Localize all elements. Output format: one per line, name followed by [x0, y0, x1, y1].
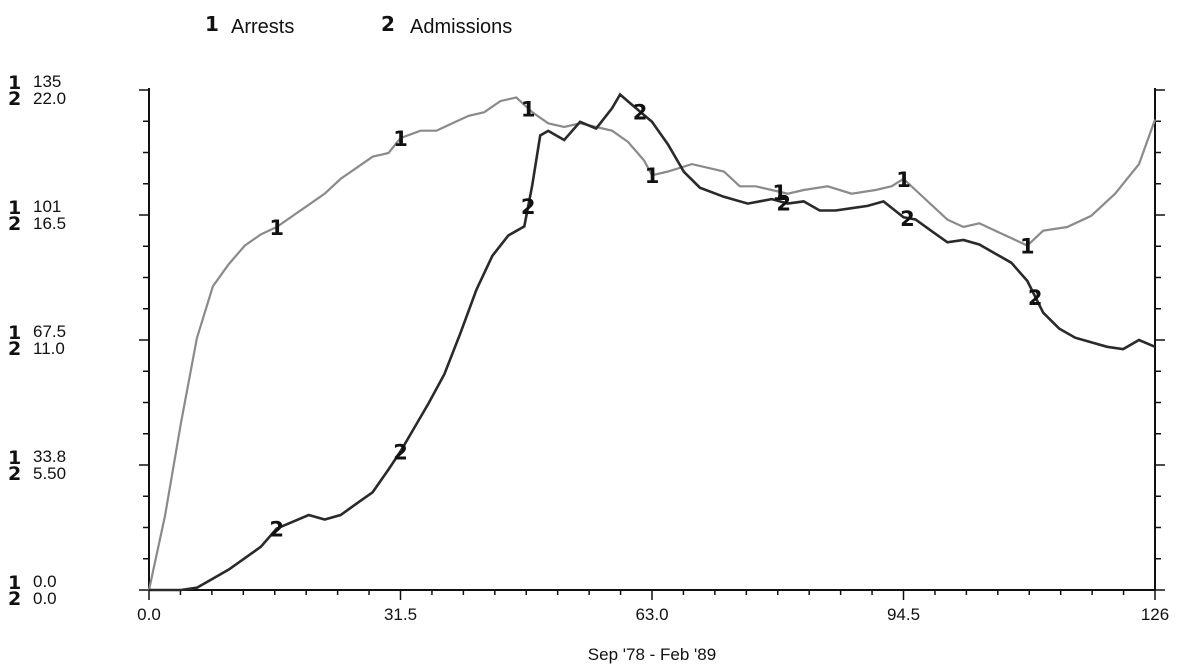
y-axis-2-tick-label: 5.50	[33, 464, 66, 483]
y-axis-2-tick-number: 2	[8, 213, 21, 235]
y-axis-1-tick-number: 1	[8, 572, 21, 594]
legend: 1 Arrests 2 Admissions	[205, 12, 512, 38]
series-1-marker: 1	[1020, 235, 1035, 259]
legend-series-1-label: Arrests	[231, 16, 294, 38]
x-axis-tick-label: 31.5	[384, 605, 417, 624]
legend-series-2-label: Admissions	[410, 16, 512, 38]
y-axis-1-tick-label: 33.8	[33, 447, 66, 466]
series-1-marker: 1	[521, 98, 536, 122]
x-axis-tick-label: 94.5	[887, 605, 920, 624]
series-1-marker: 1	[896, 168, 911, 192]
y-axis-2-tick-number: 2	[8, 88, 21, 110]
y-axis-1-tick-number: 1	[8, 72, 21, 94]
series-2-marker: 2	[633, 101, 648, 125]
series-2-marker: 2	[269, 518, 284, 542]
x-axis-tick-label: 63.0	[635, 605, 668, 624]
y-axis-1-tick-label: 101	[33, 197, 61, 216]
series-2-marker: 2	[521, 195, 536, 219]
legend-series-1-number: 1	[205, 12, 219, 36]
series-1-marker: 1	[393, 127, 408, 151]
axis-ticks	[139, 89, 1165, 600]
series-1-marker: 1	[645, 164, 660, 188]
y-axis-2-tick-label: 16.5	[33, 214, 66, 233]
y-axis-2-tick-label: 0.0	[33, 589, 57, 608]
series-1-marker: 1	[269, 216, 284, 240]
series-2-marker: 2	[393, 440, 408, 464]
y-axis-1-tick-number: 1	[8, 197, 21, 219]
legend-series-2-number: 2	[381, 12, 395, 36]
series-1-marker: 1	[772, 181, 787, 205]
y-axis-2-tick-label: 22.0	[33, 89, 66, 108]
x-axis-title: Sep '78 - Feb '89	[588, 645, 716, 664]
x-axis-tick-label: 0.0	[137, 605, 161, 624]
y-axis-2-tick-number: 2	[8, 588, 21, 610]
y-axis-labels: 1 0.0 2 0.0 1 33.8 2 5.50 1 67.5 2 11.0 1 101 2 16.5 1 13…	[8, 72, 66, 610]
series-2-marker: 2	[776, 192, 791, 216]
y-axis-1-tick-number: 1	[8, 322, 21, 344]
series-2-marker: 2	[900, 207, 915, 231]
y-axis-2-tick-label: 11.0	[33, 339, 65, 358]
y-axis-1-tick-number: 1	[8, 447, 21, 469]
y-axis-1-tick-label: 0.0	[33, 572, 57, 591]
series-2-line	[149, 92, 1156, 592]
y-axis-1-tick-label: 135	[33, 72, 61, 91]
series-2-marker: 2	[1028, 286, 1043, 310]
series-1-line	[147, 96, 1157, 591]
y-axis-1-tick-label: 67.5	[33, 322, 66, 341]
x-axis-labels: 0.0 31.5 63.0 94.5 126	[137, 605, 1169, 624]
x-axis-tick-label: 126	[1141, 605, 1169, 624]
y-axis-2-tick-number: 2	[8, 338, 21, 360]
series-lines	[147, 92, 1157, 592]
y-axis-2-tick-number: 2	[8, 463, 21, 485]
